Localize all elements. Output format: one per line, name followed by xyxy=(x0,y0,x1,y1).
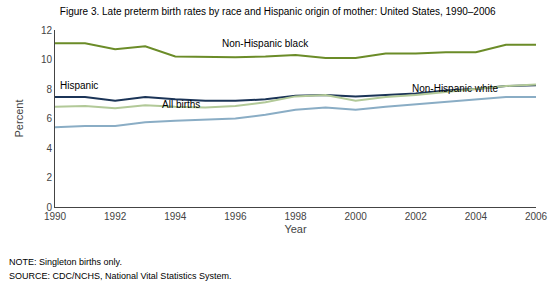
svg-text:12: 12 xyxy=(41,25,53,36)
svg-text:6: 6 xyxy=(46,113,52,124)
svg-text:2000: 2000 xyxy=(345,211,368,222)
svg-text:Non-Hispanic black: Non-Hispanic black xyxy=(222,38,309,49)
svg-text:1994: 1994 xyxy=(164,211,187,222)
svg-text:4: 4 xyxy=(46,143,52,154)
svg-text:Hispanic: Hispanic xyxy=(60,80,98,91)
svg-text:NOTE: Singleton births only.: NOTE: Singleton births only. xyxy=(9,257,122,267)
svg-text:1998: 1998 xyxy=(284,211,307,222)
svg-text:All births: All births xyxy=(162,99,200,110)
svg-text:1996: 1996 xyxy=(224,211,247,222)
svg-text:Figure 3. Late preterm birth r: Figure 3. Late preterm birth rates by ra… xyxy=(60,6,496,17)
svg-text:2004: 2004 xyxy=(465,211,488,222)
svg-text:2006: 2006 xyxy=(525,211,548,222)
svg-text:0: 0 xyxy=(46,202,52,213)
svg-text:10: 10 xyxy=(41,54,53,65)
svg-text:Non-Hispanic white: Non-Hispanic white xyxy=(412,83,499,94)
svg-text:2002: 2002 xyxy=(405,211,428,222)
svg-text:8: 8 xyxy=(46,84,52,95)
svg-text:Percent: Percent xyxy=(13,100,25,138)
svg-text:1992: 1992 xyxy=(104,211,127,222)
svg-text:2: 2 xyxy=(46,172,52,183)
svg-text:SOURCE: CDC/NCHS, National Vit: SOURCE: CDC/NCHS, National Vital Statist… xyxy=(9,271,231,281)
svg-text:1990: 1990 xyxy=(44,211,67,222)
svg-text:Year: Year xyxy=(284,223,307,235)
